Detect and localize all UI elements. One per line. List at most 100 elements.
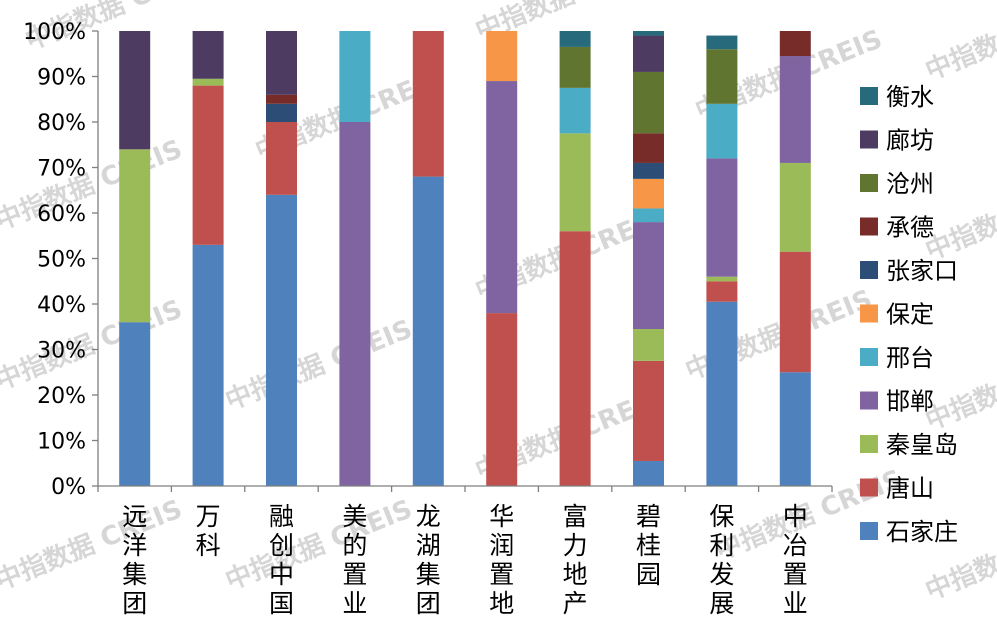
legend-swatch [860,87,878,105]
legend-label: 石家庄 [886,518,958,546]
y-tick-label: 100% [23,20,86,45]
bar-segment [633,162,664,179]
x-category-label: 洋 [122,531,147,560]
x-category-label: 创 [269,531,294,560]
bar-segment [633,460,664,486]
x-category-label: 国 [269,589,294,618]
watermark-text: 中指数据 CREIS [0,494,187,596]
bar-segment [779,31,811,57]
legend-swatch [860,478,878,497]
bar-segment [266,94,297,104]
y-tick-label: 30% [37,339,86,364]
bar-segment [633,360,664,461]
legend-swatch [860,130,878,149]
bar-segment [633,31,664,36]
y-tick-label: 90% [37,66,86,91]
legend-swatch [860,522,878,540]
watermark-text: 中指数据 CREIS [221,314,416,416]
bar-segment [559,87,591,134]
bar-segment [706,35,738,50]
bar-segment [192,85,224,245]
x-category-label: 团 [416,589,441,618]
y-tick-label: 10% [37,430,86,455]
bar-segment [412,176,444,486]
bar-segment [706,281,738,302]
x-category-label: 富 [563,502,588,531]
x-category-label: 远 [122,502,147,531]
x-category-label: 产 [563,589,588,618]
bar-segment [706,49,738,104]
legend-swatch [860,391,878,410]
bar-segment [266,103,297,122]
bar-segment [192,244,224,486]
legend-swatch [860,304,878,323]
watermark-text: 中指数据 CREIS [0,134,187,236]
x-category-label: 利 [709,531,734,560]
bar-segment [339,31,371,122]
y-tick-label: 80% [37,111,86,136]
legend-swatch [860,261,878,279]
x-category-label: 集 [416,560,441,589]
x-category-label: 湖 [416,531,441,560]
bar-segment [633,71,664,134]
watermark-text: 中指数据 CREIS [0,294,187,396]
legend-label: 沧州 [886,170,934,198]
x-category-label: 园 [636,560,661,589]
x-category-label: 科 [196,531,221,560]
bar-segment [559,133,591,232]
x-category-label: 冶 [783,531,808,560]
bar-segment [633,329,664,361]
legend-swatch [860,174,878,192]
bar-segment [266,31,297,95]
x-category-label: 展 [709,589,734,618]
bar-segment [119,31,151,150]
bar-segment [412,31,444,177]
watermark-text: 中指数据 CREIS [221,494,416,596]
x-category-label: 地 [563,560,588,589]
y-tick-label: 50% [37,248,86,273]
bar-segment [486,31,518,82]
legend-label: 邢台 [886,344,934,372]
bars-layer [119,31,811,487]
bar-segment [339,122,371,486]
x-category-label: 集 [122,560,147,589]
x-category-label: 地 [489,589,514,618]
bar-segment [559,31,591,47]
x-category-label: 置 [489,560,514,589]
legend-label: 唐山 [886,475,934,503]
bar-segment [706,103,738,159]
x-category-label: 华 [489,502,514,531]
x-category-label: 碧 [636,502,661,531]
legend-label: 邯郸 [886,388,934,416]
x-category-label: 美 [342,502,367,531]
x-category-label: 桂 [636,531,661,560]
legend-swatch [860,348,878,366]
y-tick-label: 0% [51,475,86,500]
legend-label: 廊坊 [886,127,934,155]
bar-segment [119,322,151,486]
bar-segment [266,122,297,195]
y-tick-label: 60% [37,202,86,227]
bar-segment [706,158,738,277]
bar-segment [119,149,151,323]
bar-segment [706,301,738,486]
bar-segment [192,78,224,86]
legend-label: 秦皇岛 [886,431,958,459]
x-category-label: 融 [269,502,294,531]
legend-swatch [860,435,878,453]
x-category-label: 的 [342,531,367,560]
watermark-text: 中指数据 CREIS [921,0,997,86]
x-category-label: 置 [783,560,808,589]
x-category-label: 力 [563,531,588,560]
legend-swatch [860,217,878,236]
bar-segment [559,46,591,88]
x-category-label: 中 [783,502,808,531]
bar-segment [779,372,811,486]
x-category-label: 业 [342,589,367,618]
x-category-label: 润 [489,531,514,560]
bar-segment [779,251,811,373]
y-tick-label: 40% [37,293,86,318]
y-tick-label: 70% [37,157,86,182]
